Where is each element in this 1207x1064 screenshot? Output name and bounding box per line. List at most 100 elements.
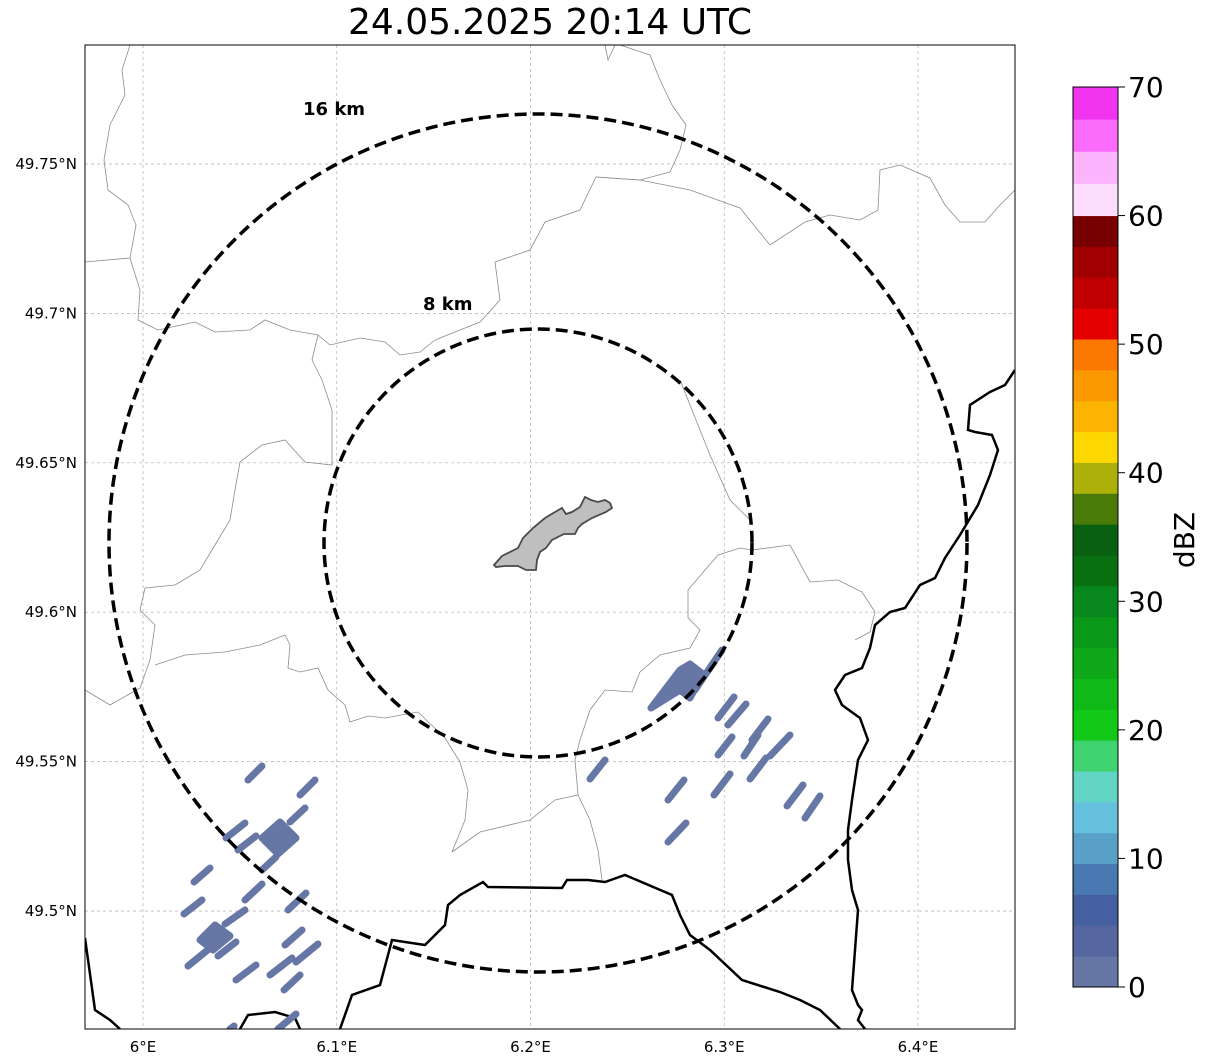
map-frame [84,44,1016,1030]
longitude-tick-labels: 6°E 6.1°E 6.2°E 6.3°E 6.4°E [130,1038,939,1056]
colorbar-segment [1073,183,1118,217]
colorbar-segment [1073,678,1118,710]
commune-boundary [751,544,876,641]
colorbar-tick-label: 30 [1128,585,1164,618]
colorbar-segment [1073,277,1118,309]
echo-cell [281,926,306,949]
lat-tick-label: 49.75°N [15,155,77,173]
lon-tick-label: 6.4°E [898,1038,939,1056]
colorbar [1072,86,1119,988]
range-ring-16km [107,112,969,974]
lon-tick-label: 6.2°E [510,1038,551,1056]
commune-boundary [595,164,1015,246]
echo-cell [746,754,770,783]
city-polygon [492,495,614,571]
echo-cell [184,944,214,970]
colorbar-segment [1073,616,1118,649]
echo-cell [222,819,249,842]
colorbar-tick-labels: 0 10 20 30 40 50 60 70 [1118,71,1164,1004]
echo-cell [280,971,304,994]
echo-cell [766,731,794,760]
colorbar-segment [1073,215,1118,247]
commune-boundary [604,45,616,62]
echo-cell [244,762,266,784]
colorbar-segment [1073,119,1118,152]
colorbar-segment [1073,740,1118,772]
colorbar-segment [1073,339,1118,371]
colorbar-segment [1073,524,1118,556]
gridlines [85,45,1015,1029]
echo-cell [234,832,260,854]
echo-cell [714,693,738,722]
lon-tick-label: 6°E [130,1038,157,1056]
commune-boundary [434,45,687,341]
range-ring-8km [322,327,754,759]
commune-boundary [85,45,137,263]
national-border [85,369,1015,1029]
radar-echoes [180,646,824,1029]
colorbar-segment [1073,493,1118,525]
lat-tick-label: 49.55°N [15,753,77,771]
colorbar-segment [1073,246,1118,278]
colorbar-segment [1073,369,1118,402]
commune-boundary [451,794,603,881]
echo-cell [586,756,609,783]
echo-cell [783,781,807,810]
colorbar-segment [1073,709,1118,741]
echo-cell [274,1010,300,1029]
latitude-tick-labels: 49.75°N 49.7°N 49.65°N 49.6°N 49.55°N 49.5°N [15,155,77,920]
echo-cell [740,731,762,760]
commune-boundary [129,257,436,356]
ring-label-16km: 16 km [303,99,365,120]
colorbar-tick-label: 40 [1128,457,1164,490]
map-layers [85,45,1015,1029]
border-line [338,873,841,1029]
colorbar-segment [1073,771,1118,803]
colorbar-segment [1073,925,1118,957]
echo-cell [180,896,206,918]
echo-cell [664,819,690,846]
range-rings [107,112,969,974]
colorbar-segment [1073,801,1118,834]
colorbar-segment [1073,832,1118,865]
lat-tick-label: 49.6°N [25,603,77,621]
commune-boundaries [85,45,1015,881]
colorbar-segment [1073,863,1118,895]
ring-label-8km: 8 km [423,294,473,315]
colorbar-segment [1073,87,1118,120]
colorbar-segment [1073,462,1118,494]
colorbar-segment [1073,151,1118,184]
echo-cell [214,938,240,960]
lat-tick-label: 49.65°N [15,454,77,472]
colorbar-segment [1073,431,1118,463]
colorbar-segment [1073,308,1118,340]
commune-boundary [679,379,751,521]
colorbar-label: dBZ [1168,512,1201,568]
echo-cell [258,818,300,858]
echo-cell [801,792,824,822]
colorbar-tick-label: 60 [1128,200,1164,233]
border-line [85,937,121,1029]
border-line [238,1010,302,1029]
colorbar-tick-label: 50 [1128,328,1164,361]
echo-cell [724,700,750,729]
echo-cell [241,880,266,904]
map-title: 24.05.2025 20:14 UTC [347,2,753,43]
echo-cell [664,776,688,804]
echo-cell [284,889,310,914]
lat-tick-label: 49.5°N [25,902,77,920]
lat-tick-label: 49.7°N [25,304,77,322]
echo-cell [292,940,322,966]
colorbar-segment [1073,956,1118,988]
echo-cell [258,853,280,874]
colorbar-segment [1073,400,1118,433]
colorbar-tick-label: 20 [1128,714,1164,747]
colorbar-tick-label: 10 [1128,842,1164,875]
commune-boundary [574,547,753,796]
echo-cell [266,954,296,979]
colorbar-segment [1073,585,1118,618]
commune-boundary [85,334,333,706]
colorbar-frame [1072,86,1119,988]
commune-boundary [154,634,469,853]
border-line [833,369,1015,1029]
